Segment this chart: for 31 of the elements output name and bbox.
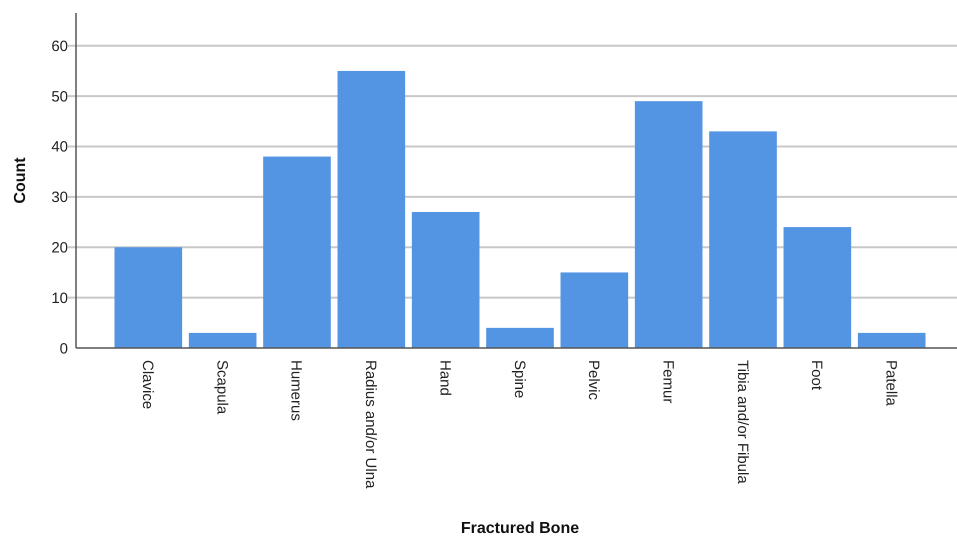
y-tick-label: 20 [51,240,68,256]
bar [114,247,182,348]
bar [560,272,628,348]
bar [634,101,702,348]
y-tick-label: 40 [51,138,68,156]
bar [412,212,480,348]
x-tick-label: Spine [510,360,528,398]
y-tick-label: 30 [51,189,68,206]
x-tick-label: Humerus [288,360,305,421]
bar [858,332,926,348]
x-tick-label: Femur [659,360,676,404]
bar [709,131,777,348]
y-tick-label: 50 [51,88,68,106]
bar [486,328,554,348]
y-tick-label: 10 [51,290,68,307]
x-tick-label: Foot [808,360,826,391]
x-axis-title: Fractured Bone [460,520,580,537]
y-tick-label: 0 [60,340,68,358]
bar [263,156,331,348]
x-tick-label: Pelvic [585,360,602,401]
x-tick-label: Tibia and/or Fibula [734,360,751,484]
bar [188,332,256,348]
x-tick-label: Hand [436,360,454,396]
x-tick-label: Clavice [139,360,156,410]
x-tick-label: Radius and/or Ulna [362,360,380,490]
bar [784,227,852,348]
y-tick-label: 60 [51,38,68,55]
x-tick-label: Patella [882,360,900,407]
bar [338,70,406,348]
x-tick-label: Scapula [213,360,230,415]
y-axis-title: Count [12,156,29,204]
